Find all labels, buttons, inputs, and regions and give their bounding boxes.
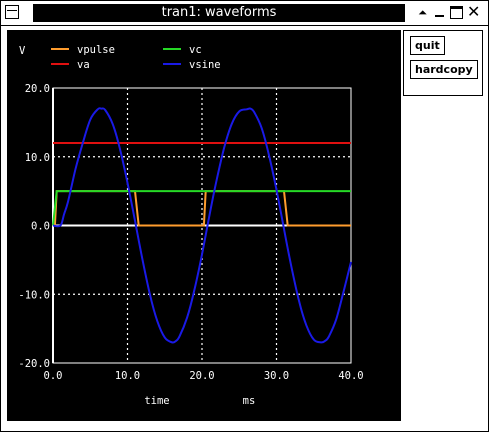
- title-bar[interactable]: tran1: waveforms ⏶ ✕: [1, 1, 488, 26]
- legend-label-va: va: [77, 59, 90, 71]
- series-line-vsine: [52, 107, 352, 344]
- x-axis-unit: ms: [243, 395, 256, 407]
- x-tick-label: 30.0: [264, 370, 289, 382]
- legend-label-vc: vc: [189, 44, 202, 56]
- y-tick-label: 20.0: [25, 83, 50, 95]
- window-title: tran1: waveforms: [33, 4, 405, 22]
- y-tick-label: -10.0: [18, 289, 50, 301]
- legend-label-vsine: vsine: [189, 59, 221, 71]
- x-tick-label: 0.0: [44, 370, 63, 382]
- y-tick-label: 10.0: [25, 152, 50, 164]
- legend-label-vpulse: vpulse: [77, 44, 115, 56]
- x-tick-label: 10.0: [115, 370, 140, 382]
- command-panel: quit hardcopy: [403, 30, 483, 96]
- series-line-vc: [52, 190, 351, 226]
- plot-area: 0.0 10.0 20.0 30.0 40.0 20.0 10.0 0.0 -10.0 -20.0…: [7, 30, 401, 421]
- y-tick-label: -20.0: [18, 358, 50, 370]
- minimize-icon[interactable]: [433, 6, 446, 19]
- waveform-chart: 0.0 10.0 20.0 30.0 40.0 20.0 10.0 0.0 -10.0 -20.0…: [18, 44, 363, 407]
- quit-button[interactable]: quit: [410, 36, 445, 55]
- window-menu-icon[interactable]: [5, 5, 19, 19]
- x-tick-label: 40.0: [338, 370, 363, 382]
- y-tick-label: 0.0: [31, 221, 50, 233]
- close-icon[interactable]: ✕: [467, 2, 481, 21]
- x-tick-label: 20.0: [189, 370, 214, 382]
- y-axis-label: V: [19, 45, 26, 57]
- shade-icon[interactable]: ⏶: [418, 6, 427, 19]
- hardcopy-button[interactable]: hardcopy: [410, 60, 478, 79]
- maximize-icon[interactable]: [450, 6, 463, 19]
- x-axis-label: time: [144, 395, 169, 407]
